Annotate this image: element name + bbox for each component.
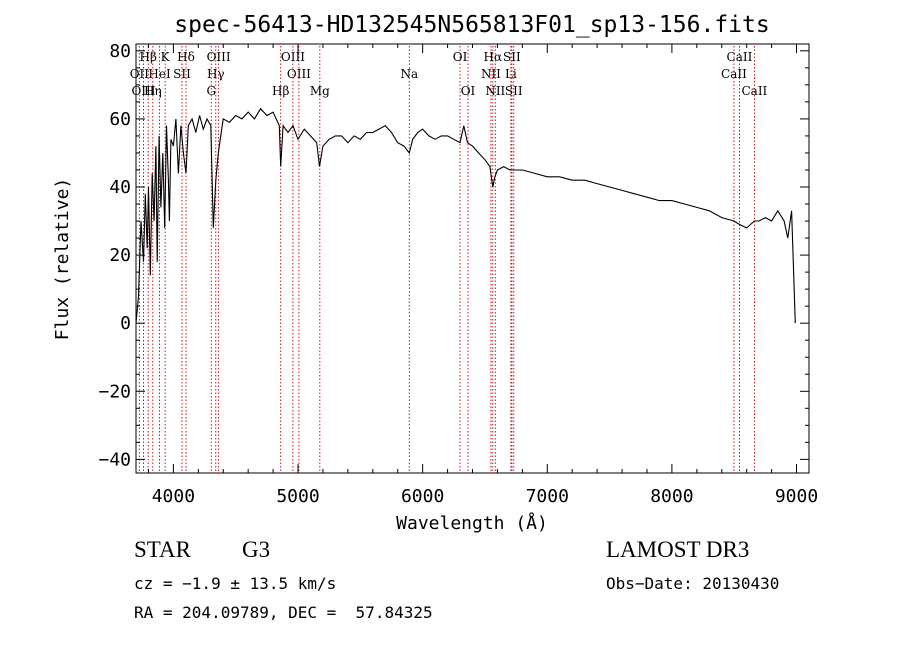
line-label: Mg [310,84,330,98]
x-tick-label: 4000 [152,486,195,507]
y-tick-label: −20 [98,381,131,402]
line-label: G [206,84,216,98]
object-class: STAR [134,537,191,562]
line-label: Hδ [177,50,195,64]
line-label: Li [505,67,517,81]
line-label: Na [400,67,418,81]
line-label: OII [130,67,150,81]
survey-name: LAMOST DR3 [606,537,750,562]
y-tick-label: −40 [98,449,131,470]
x-tick-label: 6000 [401,486,444,507]
line-label: CaII [721,67,747,81]
line-label: NII [485,84,505,98]
y-tick-label: 60 [109,109,131,130]
y-tick-label: 20 [109,245,131,266]
line-markers [138,46,755,473]
line-label: SII [503,50,521,64]
line-label: Hα [484,50,503,64]
line-label: Hη [144,84,162,98]
coordinates-text: RA = 204.09789, DEC = 57.84325 [134,603,433,622]
line-label: OIII [207,50,231,64]
line-label: SII [173,67,191,81]
line-label: SII [505,84,523,98]
obs-date: Obs−Date: 20130430 [606,574,780,593]
y-axis-ticks: −40 −20 0 20 40 60 80 [98,41,809,470]
x-tick-label: 9000 [775,486,818,507]
x-axis-ticks: 4000 5000 6000 7000 8000 9000 [147,44,818,507]
y-tick-label: 80 [109,41,131,62]
x-tick-label: 7000 [526,486,569,507]
line-label: K [161,50,171,64]
line-label: Hβ [140,50,157,64]
line-label: OIII [287,67,311,81]
spectrum-line [135,107,796,324]
line-label: OIII [131,84,155,98]
line-label: Hβ [272,84,289,98]
line-label: OI [453,50,468,64]
line-label: OI [461,84,476,98]
y-tick-label: 40 [109,177,131,198]
line-label: NII [481,67,501,81]
y-tick-label: 0 [120,313,131,334]
x-axis-label: Wavelength (Å) [396,512,548,534]
x-tick-label: 5000 [276,486,319,507]
plot-frame [135,43,810,474]
line-label: HeI [148,67,171,81]
line-label: CaII [741,84,767,98]
chart-title: spec-56413-HD132545N565813F01_sp13-156.f… [174,12,769,38]
object-subclass: G3 [242,537,271,562]
line-label: Hγ [207,67,225,81]
redshift-text: cz = −1.9 ± 13.5 km/s [134,574,337,593]
x-tick-label: 8000 [650,486,693,507]
line-label: OIII [281,50,305,64]
line-label: CaII [727,50,753,64]
y-axis-label: Flux (relative) [52,178,73,341]
